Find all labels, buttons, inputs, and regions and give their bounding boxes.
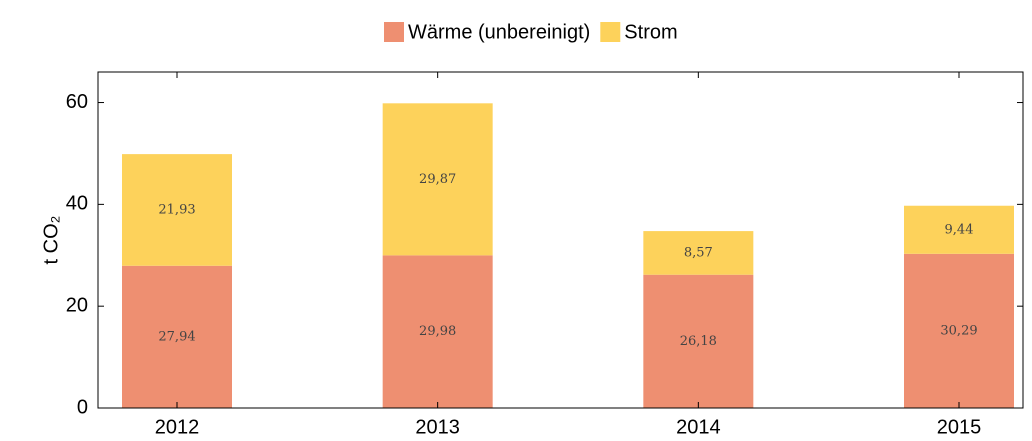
value-label: 30,29 [940,323,977,338]
y-tick-label: 60 [66,91,88,113]
value-label: 8,57 [684,245,713,260]
value-label: 29,98 [419,324,456,339]
bar-segment [122,154,232,266]
value-label: 29,87 [419,172,456,187]
legend-swatch [600,22,621,42]
legend-label: Strom [624,21,677,43]
value-label: 26,18 [680,334,717,349]
x-tick-label: 2014 [676,416,721,438]
bar-segment [122,265,232,408]
value-label: 9,44 [945,222,974,237]
y-tick-label: 0 [77,396,88,418]
x-tick-label: 2012 [155,416,200,438]
legend-swatch [384,22,404,42]
bar-segment [643,274,754,408]
y-tick-label: 20 [66,294,88,316]
bar-segment [382,255,493,408]
bar-segment [382,103,493,256]
value-label: 27,94 [158,329,195,344]
bar-segment [904,253,1014,408]
plot-frame [97,71,1024,409]
x-tick-label: 2015 [937,416,982,438]
bar-segment [904,205,1014,254]
bar-segment [643,231,754,275]
y-tick-label: 40 [66,193,88,215]
legend-label: Wärme (unbereinigt) [408,21,590,43]
value-label: 21,93 [158,202,195,217]
y-axis-label: t CO₂ [40,216,62,265]
x-tick-label: 2013 [415,416,460,438]
